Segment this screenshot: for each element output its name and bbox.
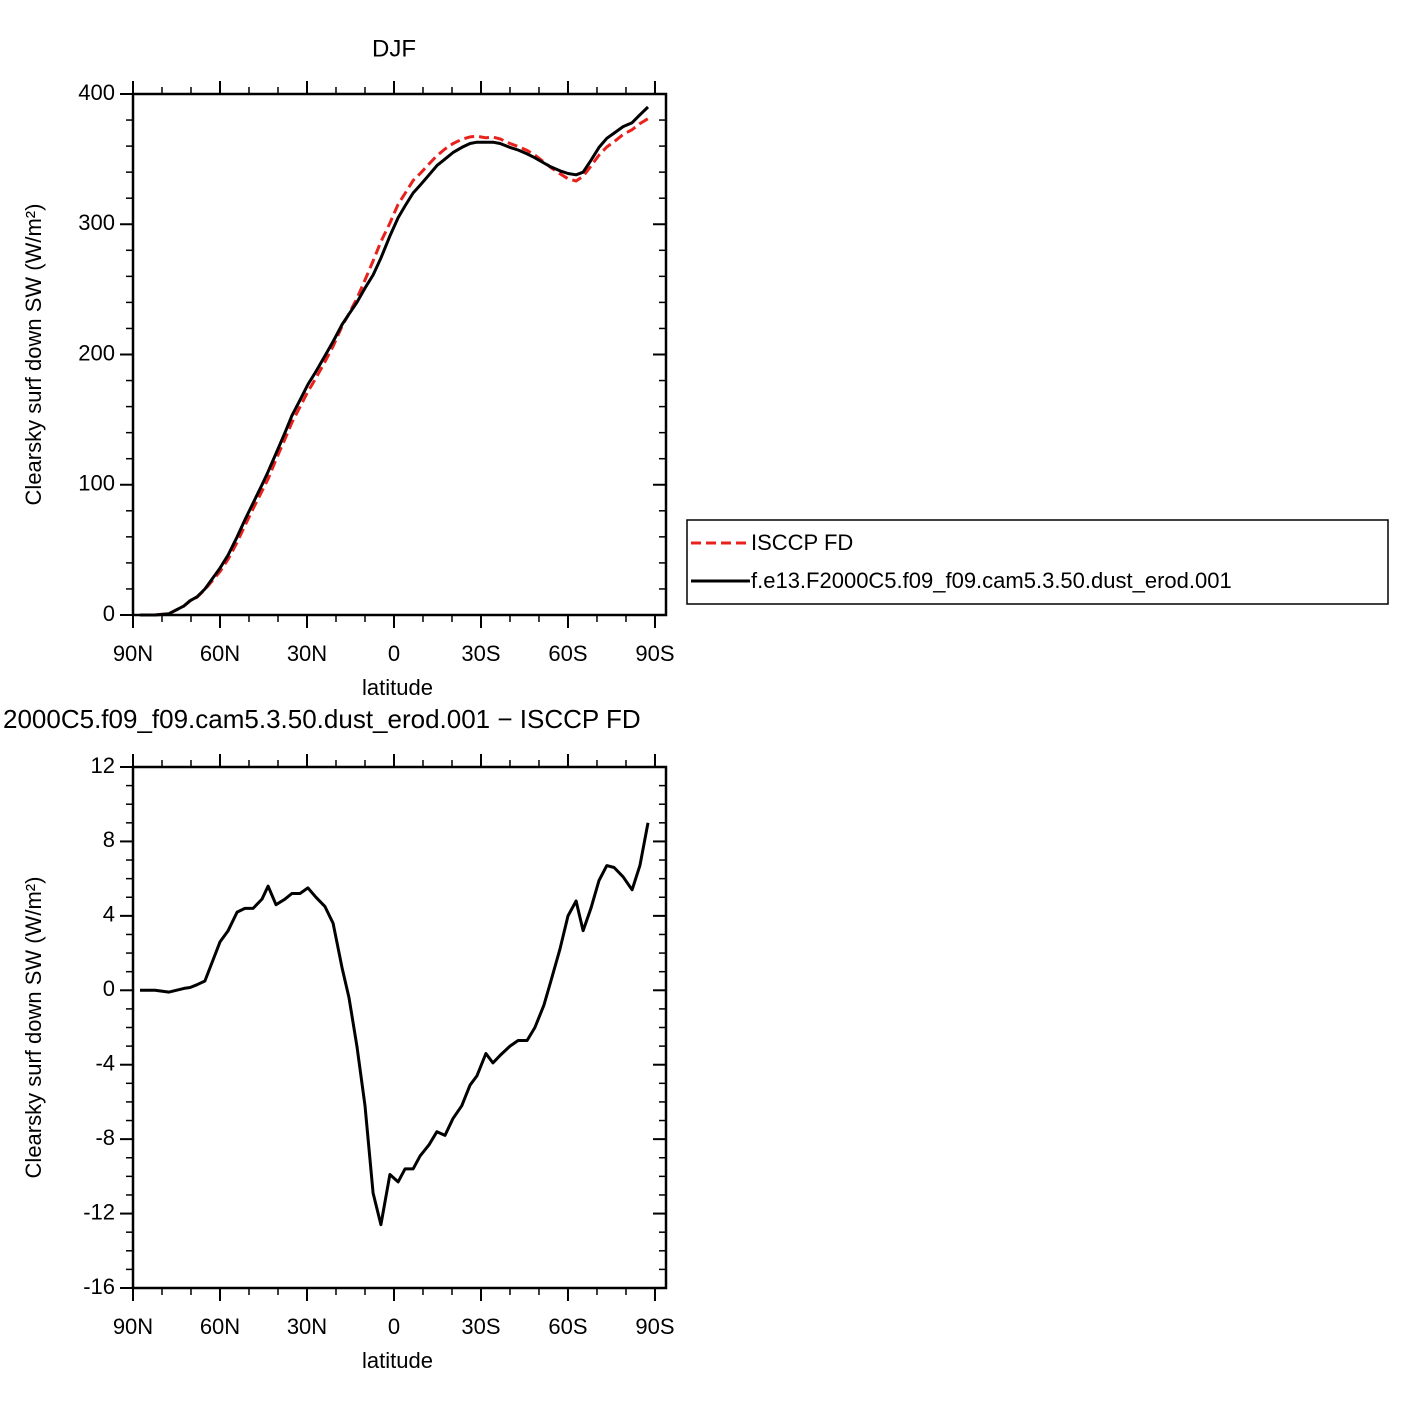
legend-label: f.e13.F2000C5.f09_f09.cam5.3.50.dust_ero… (751, 568, 1232, 593)
data-line (140, 822, 650, 1227)
legend-label: ISCCP FD (751, 530, 853, 555)
x-tick-label: 60N (200, 1314, 240, 1339)
y-tick-label: -8 (95, 1125, 115, 1150)
y-tick-label: 0 (103, 976, 115, 1001)
x-axis-label: latitude (362, 675, 433, 700)
chart-title: 2000C5.f09_f09.cam5.3.50.dust_erod.001 −… (3, 704, 641, 734)
x-tick-label: 30S (461, 641, 500, 666)
x-tick-label: 60S (548, 641, 587, 666)
x-tick-label: 0 (388, 1314, 400, 1339)
x-tick-label: 90S (635, 641, 674, 666)
x-tick-label: 60N (200, 641, 240, 666)
y-tick-label: -4 (95, 1051, 115, 1076)
y-tick-label: 300 (78, 210, 115, 235)
y-tick-label: -16 (83, 1274, 115, 1299)
y-tick-label: 200 (78, 340, 115, 365)
y-axis-label: Clearsky surf down SW (W/m²) (21, 204, 46, 506)
data-line (140, 105, 650, 617)
plot-frame (131, 765, 668, 1290)
data-line (140, 117, 649, 617)
y-tick-label: 12 (91, 753, 115, 778)
plot-frame (131, 92, 668, 617)
y-tick-label: 0 (103, 601, 115, 626)
x-tick-label: 30N (287, 641, 327, 666)
x-tick-label: 90N (113, 641, 153, 666)
x-tick-label: 90N (113, 1314, 153, 1339)
x-tick-label: 30S (461, 1314, 500, 1339)
y-tick-label: 8 (103, 827, 115, 852)
x-tick-label: 30N (287, 1314, 327, 1339)
y-tick-label: 400 (78, 80, 115, 105)
x-axis-label: latitude (362, 1348, 433, 1373)
y-tick-label: 4 (103, 902, 115, 927)
chart-title: DJF (372, 35, 416, 62)
x-tick-label: 0 (388, 641, 400, 666)
x-tick-label: 90S (635, 1314, 674, 1339)
x-tick-label: 60S (548, 1314, 587, 1339)
y-axis-label: Clearsky surf down SW (W/m²) (21, 877, 46, 1179)
y-tick-label: 100 (78, 471, 115, 496)
y-tick-label: -12 (83, 1199, 115, 1224)
legend-box (686, 519, 1389, 605)
